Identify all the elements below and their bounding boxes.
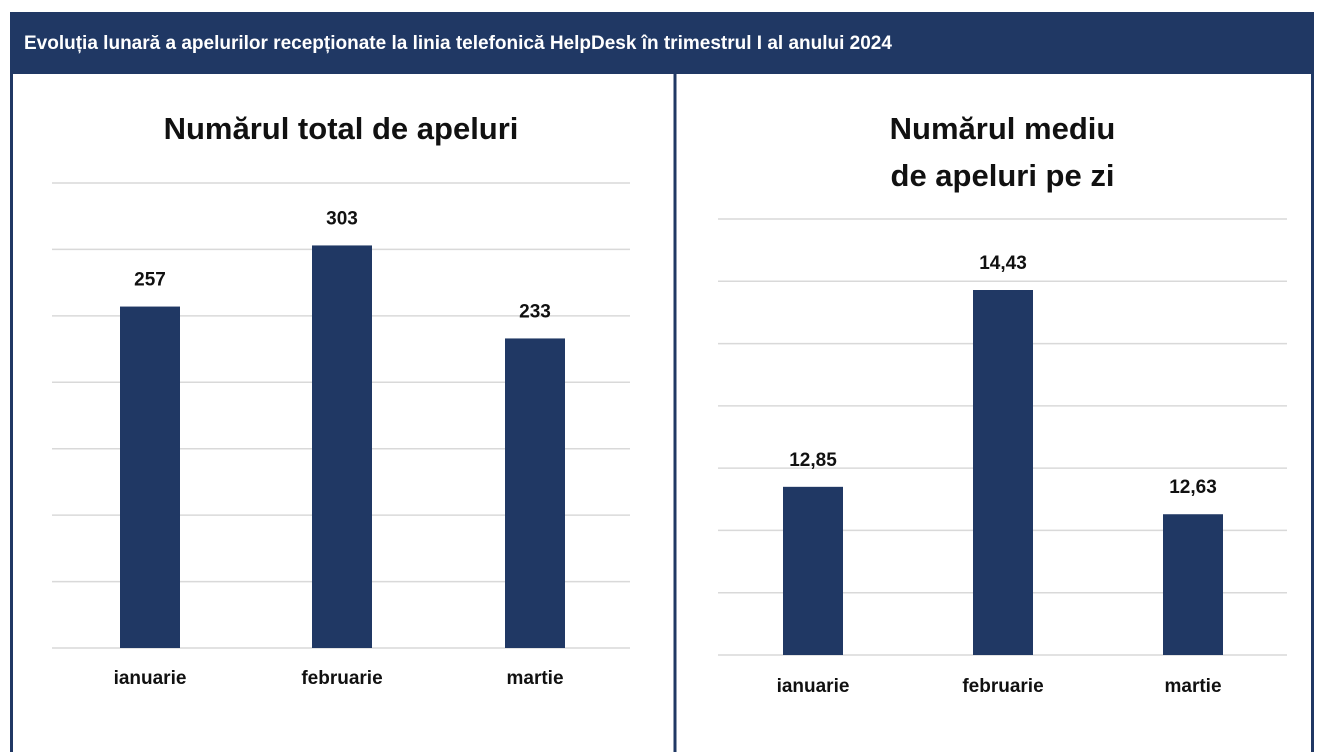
data-label: 12,85	[789, 450, 837, 471]
bar	[973, 290, 1033, 655]
header-title: Evoluția lunară a apelurilor recepționat…	[24, 33, 892, 54]
bar	[1163, 514, 1223, 655]
header-bar	[10, 12, 1314, 74]
bar	[783, 486, 843, 655]
chart-title: Numărul total de apeluri	[164, 111, 519, 146]
x-tick-label: februarie	[962, 676, 1043, 697]
data-label: 14,43	[979, 253, 1027, 274]
data-label: 257	[134, 270, 166, 291]
bar	[120, 306, 180, 648]
x-tick-label: ianuarie	[777, 676, 850, 697]
x-tick-label: ianuarie	[114, 668, 187, 689]
data-label: 12,63	[1169, 477, 1217, 498]
x-tick-label: martie	[506, 668, 563, 689]
chart-title: Numărul mediu	[890, 111, 1116, 146]
x-tick-label: martie	[1164, 676, 1221, 697]
bar	[312, 245, 372, 648]
x-tick-label: februarie	[301, 668, 382, 689]
data-label: 233	[519, 301, 551, 322]
chart-title: de apeluri pe zi	[891, 158, 1115, 193]
bar	[505, 338, 565, 648]
data-label: 303	[326, 208, 358, 229]
